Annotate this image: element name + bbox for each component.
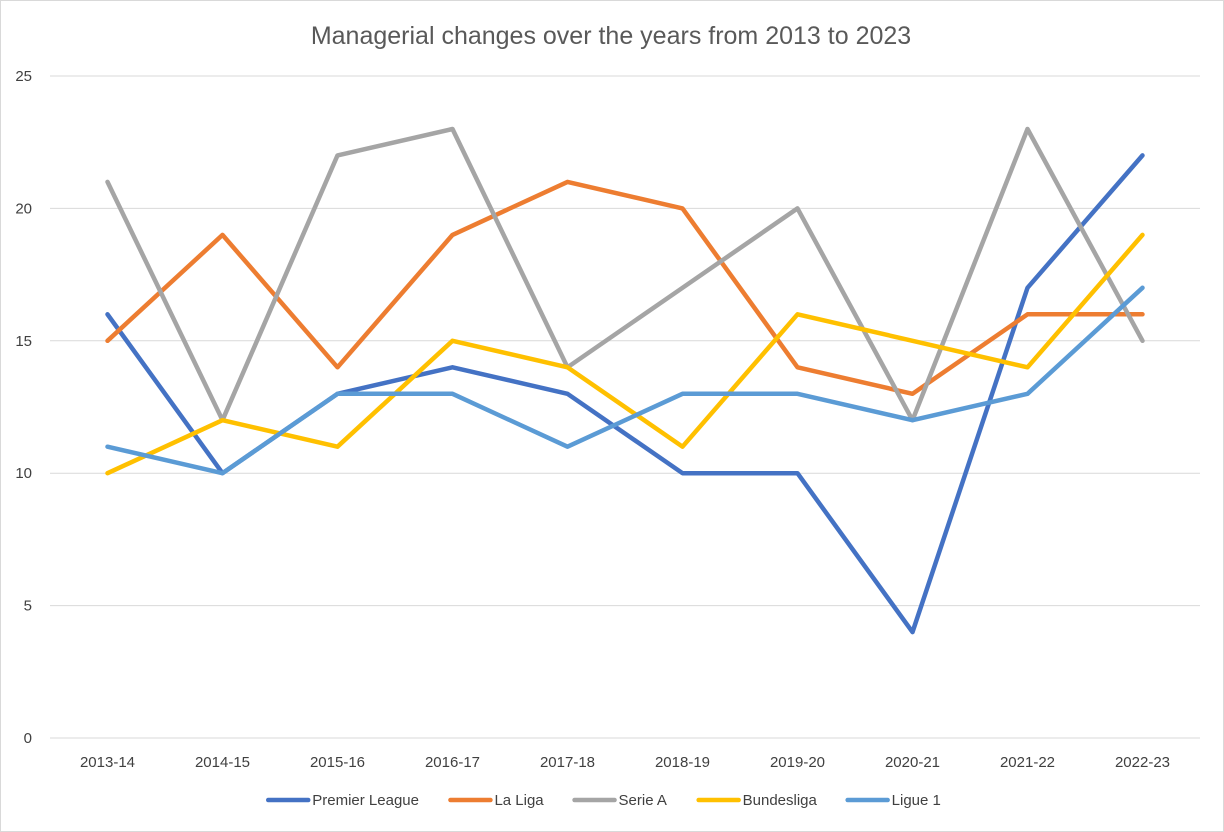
legend-item: Serie A — [572, 792, 667, 809]
y-tick-label: 0 — [24, 730, 32, 747]
y-tick-label: 25 — [15, 68, 32, 85]
series-line-serie-a — [105, 126, 1145, 423]
legend-label: Ligue 1 — [892, 792, 941, 809]
series-line-ligue-1 — [105, 285, 1145, 476]
y-tick-label: 15 — [15, 333, 32, 350]
series-line-la-liga — [105, 179, 1145, 397]
x-tick-label: 2018-19 — [655, 754, 710, 771]
legend-item: La Liga — [448, 792, 544, 809]
legend: Premier League La Liga Serie A Bundesliga Li… — [266, 792, 941, 809]
legend-label: Serie A — [619, 792, 667, 809]
x-tick-label: 2016-17 — [425, 754, 480, 771]
legend-label: La Liga — [494, 792, 544, 809]
x-tick-label: 2020-21 — [885, 754, 940, 771]
x-tick-label: 2013-14 — [80, 754, 135, 771]
legend-item: Bundesliga — [696, 792, 818, 809]
gridlines — [50, 75, 1200, 739]
legend-item: Premier League — [266, 792, 419, 809]
legend-label: Bundesliga — [743, 792, 818, 809]
x-tick-label: 2021-22 — [1000, 754, 1055, 771]
legend-item: Ligue 1 — [845, 792, 941, 809]
y-axis-ticks: 0 5 10 15 20 25 — [15, 68, 32, 747]
x-tick-label: 2014-15 — [195, 754, 250, 771]
y-tick-label: 20 — [15, 200, 32, 217]
series-lines — [105, 126, 1145, 635]
x-axis-ticks: 2013-14 2014-15 2015-16 2016-17 2017-18 2018-… — [80, 754, 1170, 771]
legend-label: Premier League — [312, 792, 419, 809]
x-tick-label: 2022-23 — [1115, 754, 1170, 771]
x-tick-label: 2019-20 — [770, 754, 825, 771]
x-tick-label: 2017-18 — [540, 754, 595, 771]
y-tick-label: 10 — [15, 465, 32, 482]
chart-title: Managerial changes over the years from 2… — [311, 22, 911, 50]
y-tick-label: 5 — [24, 598, 32, 615]
series-line-bundesliga — [105, 232, 1145, 476]
x-tick-label: 2015-16 — [310, 754, 365, 771]
